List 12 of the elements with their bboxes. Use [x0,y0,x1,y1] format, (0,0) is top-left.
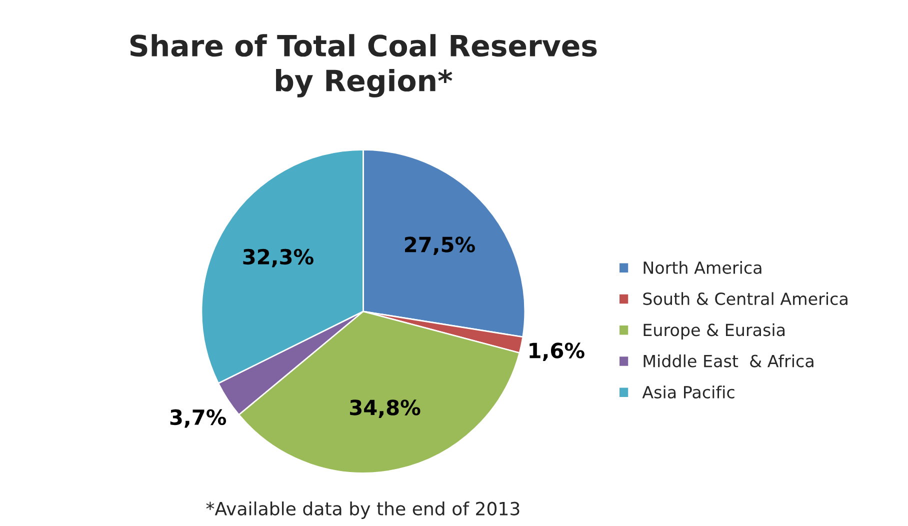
data-label: 32,3% [243,248,314,268]
chart-title: Share of Total Coal Reserves by Region* [130,34,597,98]
legend-label: Asia Pacific [642,386,734,398]
data-label: 34,8% [350,400,420,418]
legend-label: North America [644,261,762,274]
data-label: 27,5% [405,236,475,256]
legend-label: Europe & Eurasia [644,323,785,340]
legend-label: South & Central America [643,292,848,306]
data-label: 1,6% [530,342,584,362]
text: *Available data by the end of 2013 [206,501,520,519]
data-label: 3,7% [170,409,226,428]
legend-label: Middle East & Africa [644,354,814,368]
